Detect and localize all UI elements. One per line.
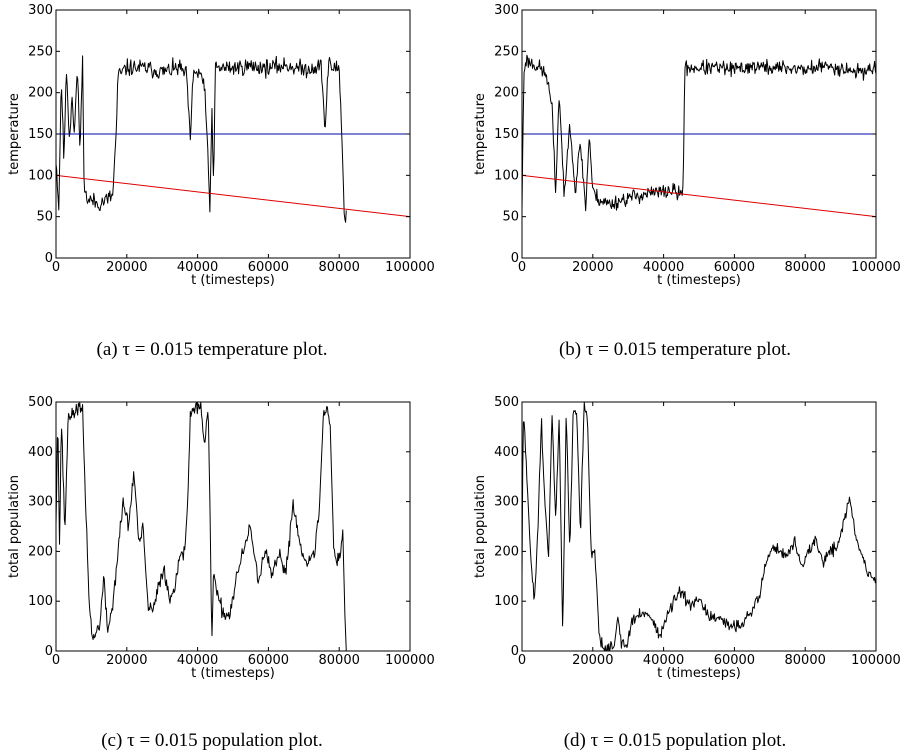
- x-tick-label: 0: [52, 653, 60, 668]
- x-tick-label: 0: [518, 653, 526, 668]
- y-tick-label: 500: [28, 395, 53, 410]
- x-tick-label: 0: [52, 260, 60, 275]
- series-group: [522, 54, 876, 218]
- y-tick-label: 250: [28, 44, 53, 59]
- y-tick-label: 300: [28, 495, 53, 510]
- x-axis-label: t (timesteps): [657, 666, 741, 681]
- y-tick-label: 150: [494, 127, 519, 142]
- chart-panel-c: 0 20000 40000 60000 80000 100000 0 100 200 300 400…: [7, 395, 435, 751]
- x-tick-label: 80000: [785, 260, 826, 275]
- y-tick-label: 200: [494, 86, 519, 101]
- y-tick-label: 250: [494, 44, 519, 59]
- series-line-0: [56, 402, 347, 651]
- y-tick-label: 500: [494, 395, 519, 410]
- y-axis-label: total population: [7, 475, 22, 578]
- y-tick-label: 0: [45, 251, 53, 266]
- y-tick-label: 0: [511, 251, 519, 266]
- x-tick-label: 60000: [714, 260, 755, 275]
- series-group: [56, 55, 410, 223]
- y-tick-label: 100: [28, 168, 53, 183]
- y-axis-label: temperature: [473, 93, 488, 175]
- x-axis-label: t (timesteps): [191, 666, 275, 681]
- y-tick-label: 300: [494, 3, 519, 18]
- x-tick-label: 80000: [319, 653, 360, 668]
- figure-caption: (d) τ = 0.015 population plot.: [564, 730, 787, 751]
- y-tick-label: 400: [28, 445, 53, 460]
- x-tick-label: 100000: [385, 653, 435, 668]
- chart-panel-a: 0 20000 40000 60000 80000 100000 0 50 100 150 200 2…: [7, 3, 435, 360]
- y-tick-label: 300: [28, 3, 53, 18]
- y-tick-label: 0: [511, 644, 519, 659]
- x-tick-label: 40000: [643, 260, 684, 275]
- y-tick-label: 100: [494, 594, 519, 609]
- series-line-2: [522, 174, 876, 218]
- y-axis-label: temperature: [7, 93, 22, 175]
- y-tick-label: 100: [28, 594, 53, 609]
- x-tick-label: 40000: [177, 260, 218, 275]
- y-tick-label: 50: [36, 210, 53, 225]
- chart-panel-b: 0 20000 40000 60000 80000 100000 0 50 100 150 200 2…: [473, 3, 901, 360]
- plot-frame: [521, 401, 877, 652]
- x-tick-label: 40000: [643, 653, 684, 668]
- y-tick-label: 100: [494, 168, 519, 183]
- y-tick-label: 200: [28, 86, 53, 101]
- series-line-2: [56, 174, 410, 218]
- plot-frame: [55, 401, 411, 652]
- x-axis-label: t (timesteps): [191, 273, 275, 288]
- x-tick-label: 40000: [177, 653, 218, 668]
- x-tick-label: 20000: [106, 653, 147, 668]
- figure-caption: (c) τ = 0.015 population plot.: [101, 730, 323, 751]
- x-tick-label: 0: [518, 260, 526, 275]
- x-tick-label: 20000: [106, 260, 147, 275]
- y-tick-label: 200: [28, 544, 53, 559]
- x-tick-label: 100000: [385, 260, 435, 275]
- series-group: [522, 402, 876, 651]
- x-tick-label: 60000: [714, 653, 755, 668]
- series-line-0: [522, 54, 876, 212]
- series-line-0: [56, 55, 347, 223]
- chart-panel-d: 0 20000 40000 60000 80000 100000 0 100 200 300 400…: [473, 395, 901, 751]
- figure-caption: (b) τ = 0.015 temperature plot.: [559, 339, 791, 360]
- series-line-0: [522, 402, 876, 651]
- y-tick-label: 50: [502, 210, 519, 225]
- x-tick-label: 20000: [572, 653, 613, 668]
- y-tick-label: 300: [494, 495, 519, 510]
- x-tick-label: 100000: [851, 653, 901, 668]
- y-axis-label: total population: [473, 475, 488, 578]
- x-tick-label: 80000: [319, 260, 360, 275]
- x-tick-label: 20000: [572, 260, 613, 275]
- y-tick-label: 400: [494, 445, 519, 460]
- x-tick-label: 60000: [248, 260, 289, 275]
- y-tick-label: 200: [494, 544, 519, 559]
- y-tick-label: 150: [28, 127, 53, 142]
- series-group: [56, 402, 347, 651]
- x-axis-label: t (timesteps): [657, 273, 741, 288]
- x-tick-label: 60000: [248, 653, 289, 668]
- x-tick-label: 80000: [785, 653, 826, 668]
- y-tick-label: 0: [45, 644, 53, 659]
- figure-caption: (a) τ = 0.015 temperature plot.: [97, 339, 328, 360]
- x-tick-label: 100000: [851, 260, 901, 275]
